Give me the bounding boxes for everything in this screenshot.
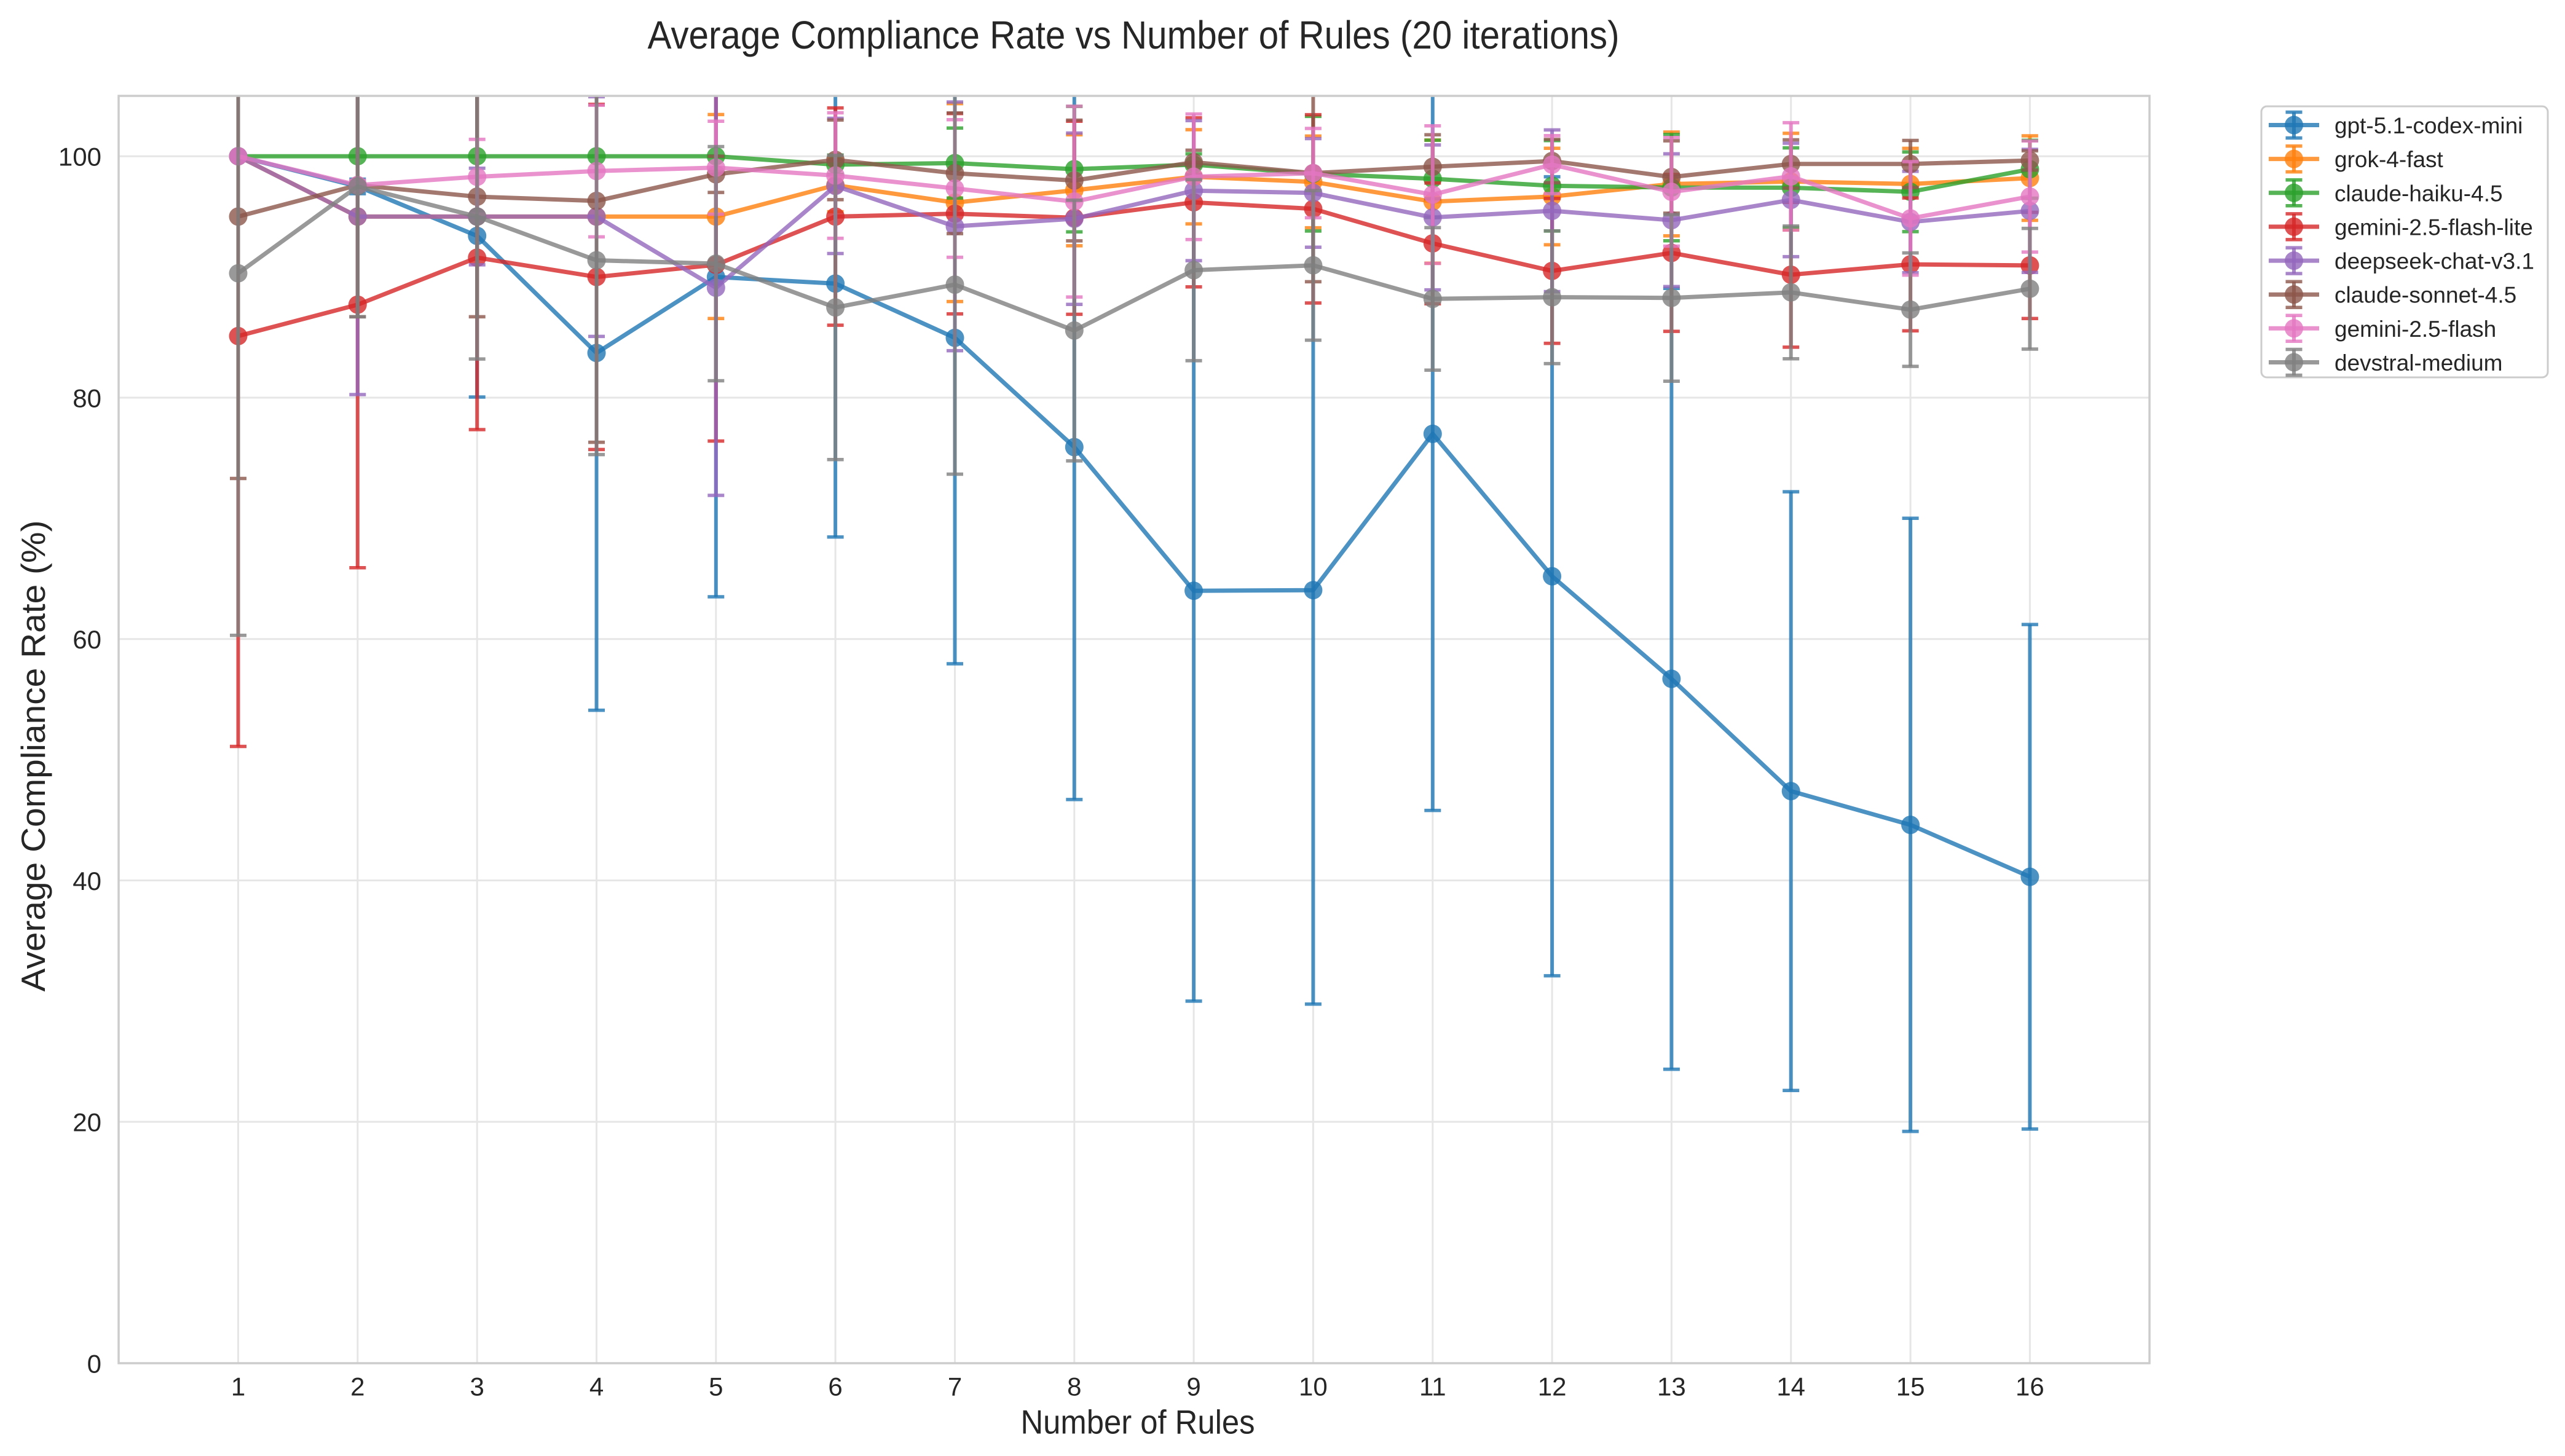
svg-text:100: 100 [58, 143, 101, 171]
svg-text:14: 14 [1776, 1372, 1805, 1401]
svg-text:Number of Rules: Number of Rules [1021, 1403, 1255, 1441]
svg-text:13: 13 [1657, 1372, 1686, 1401]
svg-text:8: 8 [1067, 1372, 1081, 1401]
svg-text:grok-4-fast: grok-4-fast [2335, 147, 2444, 172]
svg-text:11: 11 [1419, 1372, 1446, 1401]
svg-text:claude-haiku-4.5: claude-haiku-4.5 [2335, 181, 2503, 206]
svg-text:0: 0 [87, 1350, 101, 1379]
svg-text:devstral-medium: devstral-medium [2335, 350, 2502, 376]
svg-text:40: 40 [73, 867, 101, 895]
svg-text:10: 10 [1299, 1372, 1328, 1401]
svg-text:60: 60 [73, 625, 101, 654]
svg-text:gemini-2.5-flash-lite: gemini-2.5-flash-lite [2335, 214, 2533, 240]
svg-text:4: 4 [589, 1372, 604, 1401]
svg-text:20: 20 [73, 1108, 101, 1137]
svg-text:7: 7 [948, 1372, 962, 1401]
svg-text:gpt-5.1-codex-mini: gpt-5.1-codex-mini [2335, 113, 2523, 138]
svg-text:Average Compliance Rate (%): Average Compliance Rate (%) [14, 521, 52, 992]
svg-text:80: 80 [73, 384, 101, 413]
svg-text:5: 5 [709, 1372, 723, 1401]
svg-text:3: 3 [470, 1372, 484, 1401]
svg-text:16: 16 [2015, 1372, 2044, 1401]
svg-text:gemini-2.5-flash: gemini-2.5-flash [2335, 317, 2496, 342]
svg-text:9: 9 [1186, 1372, 1200, 1401]
svg-text:6: 6 [828, 1372, 842, 1401]
svg-text:2: 2 [350, 1372, 364, 1401]
svg-text:Average Compliance Rate vs Num: Average Compliance Rate vs Number of Rul… [648, 13, 1620, 57]
svg-text:1: 1 [231, 1372, 245, 1401]
svg-text:deepseek-chat-v3.1: deepseek-chat-v3.1 [2335, 249, 2534, 274]
svg-text:12: 12 [1538, 1372, 1567, 1401]
svg-text:claude-sonnet-4.5: claude-sonnet-4.5 [2335, 283, 2516, 308]
svg-text:15: 15 [1896, 1372, 1925, 1401]
